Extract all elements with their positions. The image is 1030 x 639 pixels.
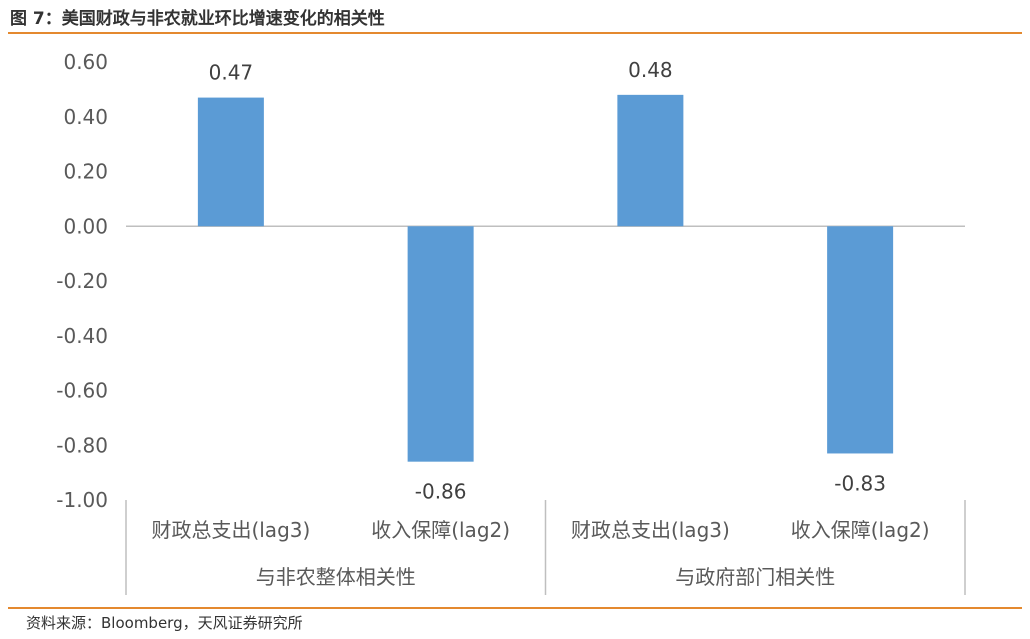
x-group-label: 与政府部门相关性 — [675, 565, 835, 589]
x-group-label: 与非农整体相关性 — [256, 565, 416, 589]
bar — [197, 97, 264, 227]
bar — [617, 94, 684, 227]
x-category-label: 收入保障(lag2) — [791, 518, 930, 542]
y-tick-label: -0.80 — [56, 433, 108, 457]
y-tick-label: 0.60 — [63, 50, 108, 74]
y-tick-label: -0.20 — [56, 269, 108, 293]
y-tick-label: -0.40 — [56, 324, 108, 348]
data-label: -0.83 — [834, 471, 886, 495]
y-tick-label: 0.00 — [63, 214, 108, 238]
y-tick-label: 0.40 — [63, 105, 108, 129]
x-category-label: 收入保障(lag2) — [371, 518, 510, 542]
bar — [827, 226, 894, 454]
source-note: 资料来源：Bloomberg，天风证券研究所 — [26, 614, 303, 632]
x-category-label: 财政总支出(lag3) — [571, 518, 730, 542]
y-tick-label: -1.00 — [56, 488, 108, 512]
y-tick-label: -0.60 — [56, 379, 108, 403]
title-divider — [8, 32, 1022, 34]
figure-title: 图 7：美国财政与非农就业环比增速变化的相关性 — [10, 9, 385, 29]
bar — [407, 226, 474, 462]
source-divider — [8, 607, 1022, 609]
data-label: 0.47 — [209, 61, 254, 85]
data-label: 0.48 — [628, 58, 673, 82]
data-label: -0.86 — [415, 480, 467, 504]
x-category-label: 财政总支出(lag3) — [151, 518, 310, 542]
y-tick-label: 0.20 — [63, 160, 108, 184]
